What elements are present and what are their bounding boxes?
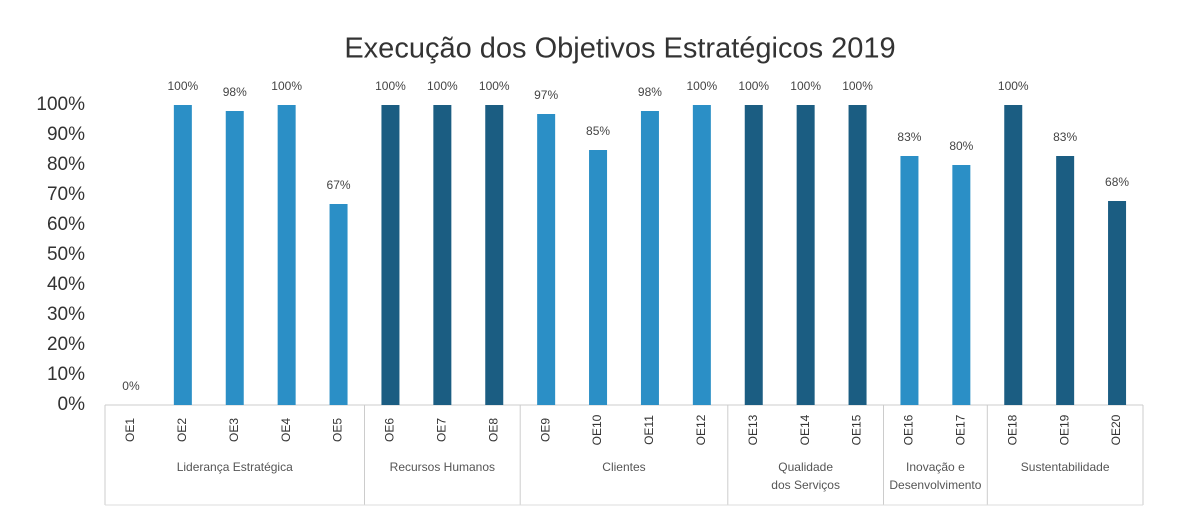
bar	[900, 156, 919, 405]
bar	[173, 105, 192, 405]
bar	[640, 111, 659, 405]
x-tick-label: OE17	[954, 414, 968, 445]
x-tick-label: OE7	[435, 418, 449, 442]
group-label: Recursos Humanos	[389, 460, 496, 474]
y-tick-label: 80%	[47, 154, 85, 175]
value-label: 80%	[949, 139, 973, 153]
bar	[589, 150, 608, 405]
y-tick-label: 50%	[47, 244, 85, 265]
y-tick-label: 0%	[58, 394, 86, 415]
value-label: 68%	[1105, 175, 1129, 189]
value-label: 98%	[638, 85, 662, 99]
y-tick-label: 100%	[36, 94, 85, 115]
y-tick-label: 60%	[47, 214, 85, 235]
y-tick-label: 10%	[47, 364, 85, 385]
value-label: 97%	[534, 88, 558, 102]
x-tick-label: OE10	[590, 414, 604, 445]
x-tick-label: OE4	[279, 418, 293, 442]
value-label: 0%	[122, 379, 140, 393]
value-label: 100%	[790, 79, 821, 93]
bar	[225, 111, 244, 405]
value-label: 100%	[375, 79, 406, 93]
value-label: 83%	[897, 130, 921, 144]
value-label: 67%	[327, 178, 351, 192]
value-label: 100%	[479, 79, 510, 93]
y-tick-label: 90%	[47, 124, 85, 145]
bar	[848, 105, 867, 405]
x-tick-label: OE11	[642, 415, 656, 445]
x-tick-label: OE16	[902, 414, 916, 445]
bar	[1004, 105, 1023, 405]
bar	[796, 105, 815, 405]
x-tick-label: OE9	[538, 418, 552, 442]
value-label: 100%	[271, 79, 302, 93]
group-label: Qualidade dos Serviços	[771, 460, 840, 492]
value-label: 100%	[686, 79, 717, 93]
value-label: 100%	[427, 79, 458, 93]
group-label: Inovação e Desenvolvimento	[889, 460, 982, 492]
x-tick-label: OE13	[746, 414, 760, 445]
x-tick-label: OE19	[1057, 414, 1071, 445]
group-label: Clientes	[602, 460, 646, 474]
x-tick-label: OE14	[798, 414, 812, 445]
value-label: 100%	[998, 79, 1029, 93]
bar	[277, 105, 296, 405]
bar	[433, 105, 452, 405]
value-label: 85%	[586, 124, 610, 138]
x-tick-label: OE2	[175, 418, 189, 442]
bar	[537, 114, 556, 405]
bar	[1056, 156, 1075, 405]
x-tick-label: OE15	[850, 414, 864, 445]
y-tick-label: 40%	[47, 274, 85, 295]
bar	[952, 165, 971, 405]
value-label: 98%	[223, 85, 247, 99]
group-label: Liderança Estratégica	[176, 460, 293, 474]
bar	[692, 105, 711, 405]
x-tick-label: OE5	[331, 418, 345, 442]
x-tick-label: OE12	[694, 414, 708, 445]
x-tick-label: OE18	[1005, 414, 1019, 445]
y-tick-label: 30%	[47, 304, 85, 325]
x-tick-label: OE6	[383, 418, 397, 442]
value-label: 100%	[842, 79, 873, 93]
group-label: Sustentabilidade	[1020, 460, 1110, 474]
bar	[381, 105, 400, 405]
bar	[1108, 201, 1127, 405]
bar	[744, 105, 763, 405]
x-tick-label: OE8	[486, 418, 500, 442]
x-tick-label: OE3	[227, 418, 241, 442]
chart-title: Execução dos Objetivos Estratégicos 2019	[344, 33, 895, 65]
value-label: 100%	[738, 79, 769, 93]
bar	[329, 204, 348, 405]
y-tick-label: 70%	[47, 184, 85, 205]
x-tick-label: OE1	[123, 418, 137, 442]
value-label: 100%	[167, 79, 198, 93]
x-tick-label: OE20	[1109, 414, 1123, 445]
value-label: 83%	[1053, 130, 1077, 144]
bar	[485, 105, 504, 405]
y-tick-label: 20%	[47, 334, 85, 355]
